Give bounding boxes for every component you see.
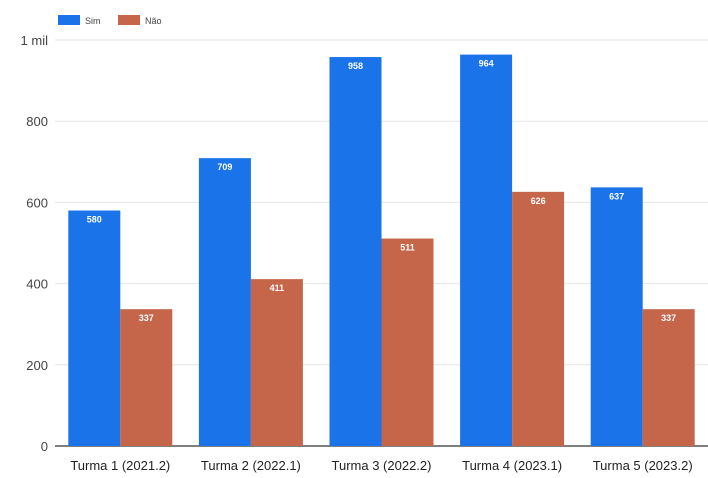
bar-value-label: 709	[217, 162, 232, 172]
bar-value-label: 580	[87, 215, 102, 225]
y-tick-label: 1 mil	[21, 33, 49, 48]
bar-value-label: 964	[479, 59, 494, 69]
legend: Sim Não	[58, 15, 162, 26]
bar-sim-2	[329, 57, 382, 446]
bar-não-0	[120, 309, 173, 446]
bar-value-label: 637	[609, 191, 624, 201]
x-category-label: Turma 3 (2022.2)	[332, 458, 432, 473]
bar-value-label: 626	[531, 196, 546, 206]
bar-value-label: 411	[270, 283, 285, 293]
legend-swatch-0	[58, 15, 80, 25]
legend-label-1: Não	[145, 16, 162, 26]
y-tick-label: 200	[26, 358, 48, 373]
x-category-label: Turma 2 (2022.1)	[201, 458, 301, 473]
bar-sim-4	[590, 187, 643, 447]
y-tick-label: 600	[26, 195, 48, 210]
bar-value-label: 958	[348, 61, 363, 71]
y-tick-label: 800	[26, 114, 48, 129]
y-tick-label: 0	[41, 439, 48, 454]
x-category-label: Turma 4 (2023.1)	[462, 458, 562, 473]
x-category-label: Turma 1 (2021.2)	[70, 458, 170, 473]
bar-não-4	[642, 309, 695, 446]
legend-label-0: Sim	[85, 16, 101, 26]
bar-não-1	[250, 279, 303, 446]
bar-value-label: 511	[400, 243, 415, 253]
bar-value-label: 337	[661, 313, 676, 323]
y-axis-ticks: 0 200 400 600 800 1 mil	[21, 33, 49, 454]
x-axis-categories: Turma 1 (2021.2) Turma 2 (2022.1) Turma 3 …	[70, 458, 692, 473]
legend-swatch-1	[118, 15, 140, 25]
bar-sim-1	[198, 158, 251, 446]
bar-value-label: 337	[139, 313, 154, 323]
bar-sim-3	[460, 54, 513, 447]
bar-não-3	[512, 191, 565, 446]
y-tick-label: 400	[26, 277, 48, 292]
bar-sim-0	[68, 210, 121, 446]
bar-value-labels: 580 337 709 411 958 511 964 626 637 337	[87, 59, 676, 324]
bars	[68, 54, 695, 447]
bar-não-2	[381, 238, 434, 446]
x-category-label: Turma 5 (2023.2)	[593, 458, 693, 473]
